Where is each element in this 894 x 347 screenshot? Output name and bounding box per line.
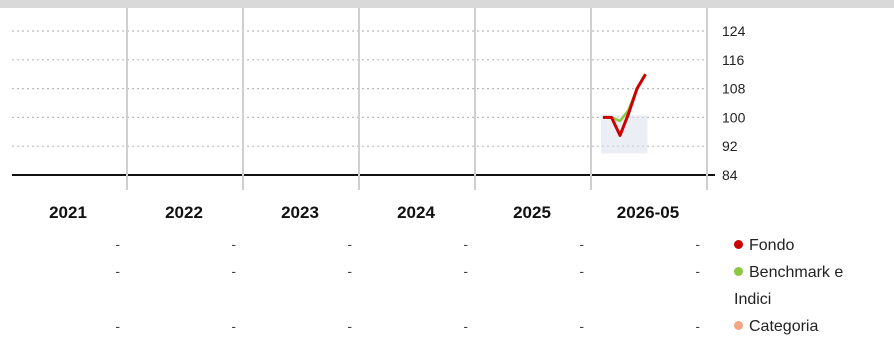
- table-cell: -: [115, 236, 120, 252]
- top-bar: [0, 0, 894, 8]
- year-label: 2022: [165, 203, 203, 222]
- y-tick-label: 84: [722, 167, 738, 183]
- table-cell: -: [231, 263, 236, 279]
- fondo-dot-icon: [734, 240, 743, 249]
- table-cell: -: [463, 236, 468, 252]
- table-cell: -: [347, 318, 352, 334]
- series-line-benchmark: [603, 73, 647, 123]
- year-label: 2026-05: [616, 203, 680, 222]
- benchmark-dot-icon: [734, 267, 743, 276]
- table-cell: -: [579, 263, 584, 279]
- table-cell: -: [695, 263, 700, 279]
- y-tick-label: 108: [722, 81, 746, 97]
- categoria-dot-icon: [734, 321, 743, 330]
- table-cell: -: [115, 318, 120, 334]
- y-tick-label: 124: [722, 23, 746, 39]
- year-label: 2021: [49, 203, 87, 222]
- table-cell: -: [347, 236, 352, 252]
- table-cell: -: [579, 236, 584, 252]
- table-cell: -: [579, 318, 584, 334]
- series-line-fondo: [603, 73, 647, 137]
- table-cell: -: [463, 263, 468, 279]
- year-label: 2024: [397, 203, 435, 222]
- legend: Fondo Benchmark e Indici Categoria: [734, 232, 884, 340]
- legend-item-fondo: Fondo: [734, 232, 884, 259]
- y-tick-label: 116: [722, 52, 745, 68]
- table-cell: -: [695, 318, 700, 334]
- performance-chart: 124 116 108 100 92 84: [12, 8, 746, 190]
- table-cell: -: [231, 236, 236, 252]
- legend-item-benchmark: Benchmark e Indici: [734, 264, 844, 308]
- year-label: 2025: [513, 203, 551, 222]
- table-cell: -: [347, 263, 352, 279]
- table-cell: -: [115, 263, 120, 279]
- legend-item-categoria: Categoria: [734, 313, 884, 340]
- y-tick-label: 100: [722, 109, 746, 125]
- year-label: 2023: [281, 203, 319, 222]
- table-cell: -: [463, 318, 468, 334]
- table-cell: -: [695, 236, 700, 252]
- table-cell: -: [231, 318, 236, 334]
- y-tick-label: 92: [722, 138, 738, 154]
